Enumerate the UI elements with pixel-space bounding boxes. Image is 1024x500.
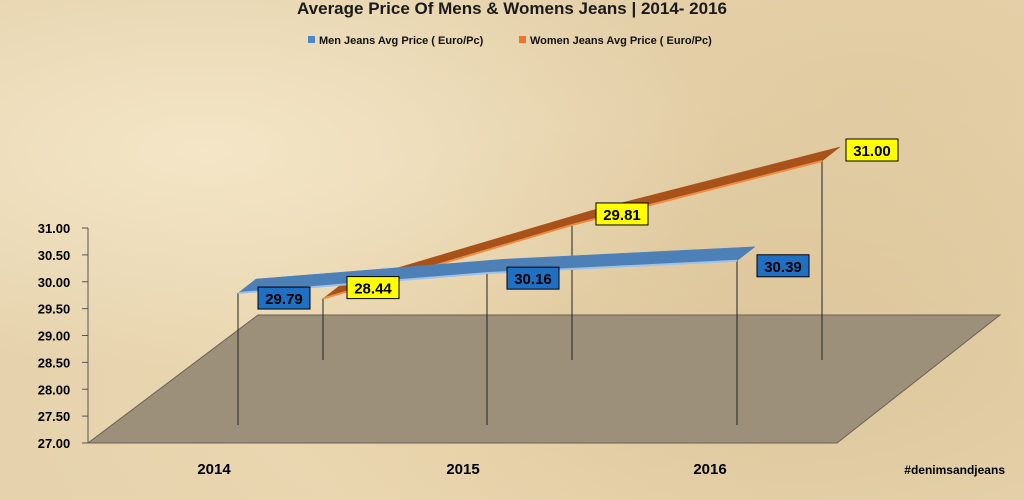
x-category-label: 2016 xyxy=(693,461,726,478)
legend: Men Jeans Avg Price ( Euro/Pc) Women Jea… xyxy=(308,35,712,47)
data-labels: 28.44 29.81 31.00 29.79 30.16 30.39 xyxy=(257,138,899,310)
chart-title: Average Price Of Mens & Womens Jeans | 2… xyxy=(297,0,727,18)
data-label-box xyxy=(845,138,899,162)
y-tick-label: 30.50 xyxy=(38,248,71,263)
data-label-box xyxy=(595,202,649,226)
data-label: 30.16 xyxy=(514,271,552,288)
drop-lines xyxy=(237,161,823,425)
y-tick-label: 29.00 xyxy=(38,329,71,344)
y-tick-label: 28.50 xyxy=(38,355,71,370)
data-label: 29.79 xyxy=(265,291,303,308)
series-line xyxy=(237,259,738,295)
y-tick-label: 28.00 xyxy=(38,382,71,397)
data-label-box xyxy=(756,254,810,278)
x-axis-categories: 2014 2015 2016 xyxy=(197,461,726,478)
legend-label-women: Women Jeans Avg Price ( Euro/Pc) xyxy=(530,35,712,47)
hashtag-annotation: #denimsandjeans xyxy=(904,463,1005,477)
legend-swatch-women xyxy=(519,36,526,43)
data-label-box xyxy=(506,266,560,290)
chart-floor xyxy=(86,314,1002,444)
data-label: 30.39 xyxy=(764,259,802,276)
y-tick-label: 30.00 xyxy=(38,275,71,290)
y-tick-label: 27.00 xyxy=(38,436,71,451)
data-label: 28.44 xyxy=(354,281,392,298)
y-axis-ticks: 27.00 27.50 28.00 28.50 29.00 29.50 30.00 30.50… xyxy=(38,221,88,451)
legend-label-men: Men Jeans Avg Price ( Euro/Pc) xyxy=(319,35,484,47)
data-label: 31.00 xyxy=(853,143,891,160)
y-tick-label: 31.00 xyxy=(38,221,71,236)
data-label: 29.81 xyxy=(603,207,641,224)
data-label-box xyxy=(257,286,311,310)
x-category-label: 2015 xyxy=(446,461,479,478)
data-label-box xyxy=(346,276,400,300)
y-tick-label: 27.50 xyxy=(38,409,71,424)
x-category-label: 2014 xyxy=(197,461,231,478)
legend-swatch-men xyxy=(308,36,315,43)
y-tick-label: 29.50 xyxy=(38,302,71,317)
